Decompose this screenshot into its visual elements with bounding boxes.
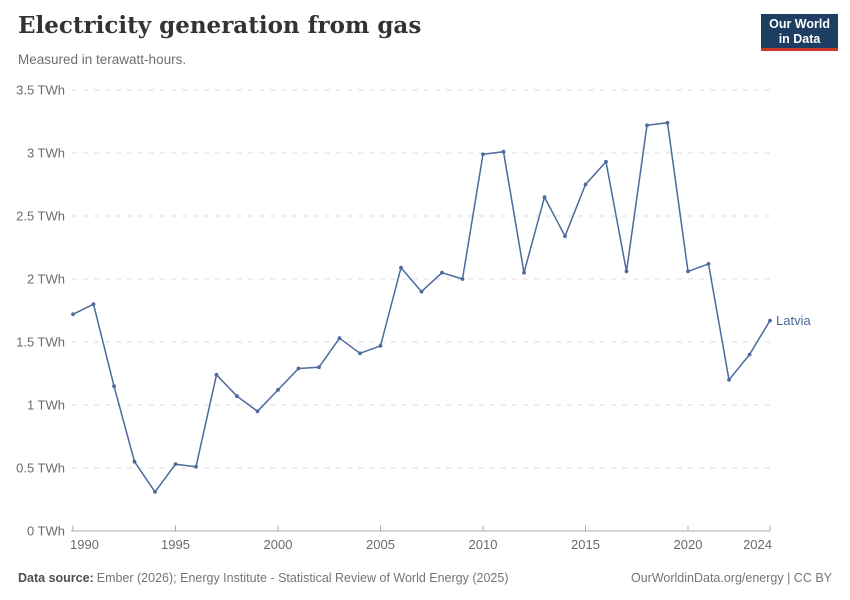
data-source-text: Ember (2026); Energy Institute - Statist…: [96, 571, 509, 585]
data-point[interactable]: [624, 269, 629, 274]
data-point[interactable]: [214, 372, 219, 377]
x-axis-tick-label: 2000: [264, 537, 293, 552]
data-point[interactable]: [706, 262, 711, 266]
data-point[interactable]: [276, 388, 280, 392]
data-point[interactable]: [501, 149, 506, 154]
data-point[interactable]: [419, 289, 424, 294]
data-point[interactable]: [686, 269, 690, 274]
data-point[interactable]: [337, 336, 342, 341]
x-axis-tick-label: 2020: [674, 537, 703, 552]
y-axis-tick-label: 1.5 TWh: [16, 335, 65, 350]
series-label-latvia[interactable]: Latvia: [776, 313, 811, 328]
data-point[interactable]: [378, 343, 383, 348]
data-point[interactable]: [194, 464, 198, 469]
data-point[interactable]: [296, 366, 301, 371]
data-point[interactable]: [440, 270, 444, 275]
y-axis-tick-label: 0 TWh: [27, 524, 65, 539]
data-point[interactable]: [481, 152, 485, 157]
y-axis-tick-label: 3.5 TWh: [16, 83, 65, 98]
x-axis-tick-label: 2010: [469, 537, 498, 552]
data-point[interactable]: [153, 490, 157, 494]
y-axis-tick-label: 2 TWh: [27, 272, 65, 287]
data-point[interactable]: [235, 394, 239, 399]
data-source-label: Data source:: [18, 571, 94, 585]
data-point[interactable]: [604, 159, 608, 164]
y-axis-tick-label: 2.5 TWh: [16, 209, 65, 224]
x-axis-tick-label: 2015: [571, 537, 600, 552]
y-axis-tick-label: 3 TWh: [27, 146, 65, 161]
data-point[interactable]: [112, 384, 116, 388]
data-point[interactable]: [255, 409, 260, 414]
y-axis-tick-label: 0.5 TWh: [16, 461, 65, 476]
chart-subtitle: Measured in terawatt-hours.: [18, 52, 187, 67]
x-axis-tick-label: 1995: [161, 537, 190, 552]
y-axis-tick-label: 1 TWh: [27, 398, 65, 413]
owid-logo[interactable]: Our World in Data: [761, 14, 838, 51]
data-point[interactable]: [665, 120, 670, 125]
data-point[interactable]: [173, 462, 178, 467]
data-point[interactable]: [317, 365, 321, 370]
data-point[interactable]: [542, 195, 547, 200]
x-axis-tick-label: 1990: [70, 537, 99, 552]
data-point[interactable]: [563, 234, 567, 239]
x-axis-tick-label: 2024: [743, 537, 772, 552]
data-point[interactable]: [768, 318, 772, 323]
data-point[interactable]: [522, 270, 526, 275]
data-point[interactable]: [460, 277, 465, 281]
license-link[interactable]: OurWorldinData.org/energy | CC BY: [630, 571, 832, 585]
owid-logo-line1: Our World: [769, 17, 830, 31]
owid-logo-line2: in Data: [778, 31, 821, 46]
data-point[interactable]: [583, 182, 588, 187]
data-point[interactable]: [399, 265, 403, 270]
data-point[interactable]: [132, 459, 137, 464]
data-point[interactable]: [91, 302, 96, 307]
data-source: Data source: Ember (2026); Energy Institu…: [18, 571, 508, 585]
data-point[interactable]: [727, 377, 731, 382]
data-point[interactable]: [71, 312, 75, 317]
data-point[interactable]: [747, 352, 752, 357]
page-title: Electricity generation from gas: [18, 12, 422, 39]
x-axis-tick-label: 2005: [366, 537, 395, 552]
latvia-line[interactable]: [72, 122, 771, 493]
data-point[interactable]: [645, 123, 649, 128]
data-point[interactable]: [358, 351, 362, 356]
